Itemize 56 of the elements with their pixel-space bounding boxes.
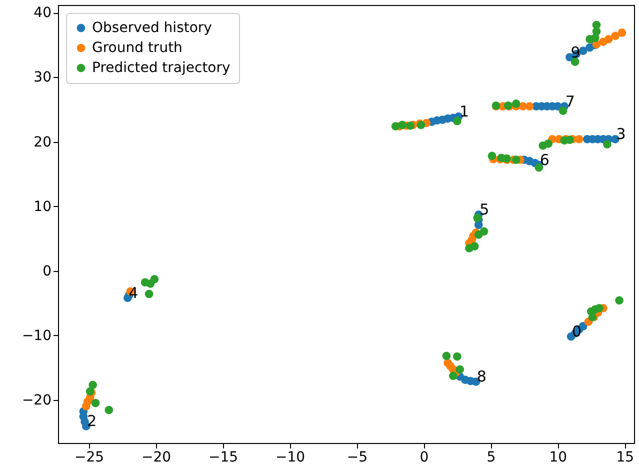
annotation: 7 — [565, 92, 575, 110]
legend-label: Predicted trajectory — [92, 60, 230, 76]
point — [398, 120, 406, 130]
annotation: 6 — [540, 150, 550, 169]
point — [603, 140, 612, 149]
point — [91, 398, 100, 408]
x-tick-label: 0 — [420, 450, 429, 466]
point — [88, 380, 98, 390]
point — [512, 156, 520, 164]
annotation: 2 — [87, 412, 97, 430]
x-tick-label: −25 — [74, 450, 104, 466]
point — [525, 102, 534, 110]
point — [456, 365, 464, 374]
x-tick-label: 15 — [616, 450, 634, 466]
annotation: 5 — [480, 200, 490, 219]
point — [144, 290, 154, 298]
legend-label: Ground truth — [92, 40, 182, 56]
y-tick-label: 40 — [34, 5, 52, 22]
x-tick-label: −15 — [208, 450, 238, 466]
point — [406, 121, 414, 130]
point — [611, 32, 620, 40]
point — [615, 296, 624, 305]
annotation: 3 — [616, 125, 626, 144]
y-tick-label: −20 — [22, 392, 52, 408]
point — [592, 20, 601, 30]
y-tick-label: 30 — [34, 70, 52, 86]
annotation: 4 — [128, 284, 138, 302]
point — [150, 274, 159, 284]
x-tick-label: −20 — [142, 450, 172, 466]
annotation: 8 — [476, 368, 486, 386]
point — [474, 230, 483, 239]
y-tick-label: 20 — [34, 134, 52, 150]
point — [566, 136, 574, 144]
point — [544, 140, 552, 148]
point — [470, 242, 479, 250]
y-tick-label: 0 — [42, 263, 52, 280]
x-tick-label: 5 — [486, 450, 496, 466]
point — [574, 135, 584, 144]
x-tick-label: −10 — [275, 450, 306, 466]
point — [448, 372, 458, 380]
point — [618, 28, 626, 37]
point — [442, 352, 451, 360]
point — [453, 116, 462, 126]
x-tick-label: −5 — [346, 450, 368, 466]
point — [488, 152, 496, 160]
point — [604, 35, 613, 44]
x-tick-label: 10 — [549, 450, 568, 466]
legend-label: Observed history — [92, 20, 212, 36]
y-tick-label: −10 — [22, 328, 52, 344]
point — [104, 406, 114, 414]
y-tick-label: 10 — [34, 198, 52, 215]
annotation: 1 — [460, 102, 470, 121]
point — [512, 100, 520, 108]
annotation: 0 — [572, 322, 582, 341]
point — [558, 106, 568, 115]
point — [453, 352, 462, 361]
